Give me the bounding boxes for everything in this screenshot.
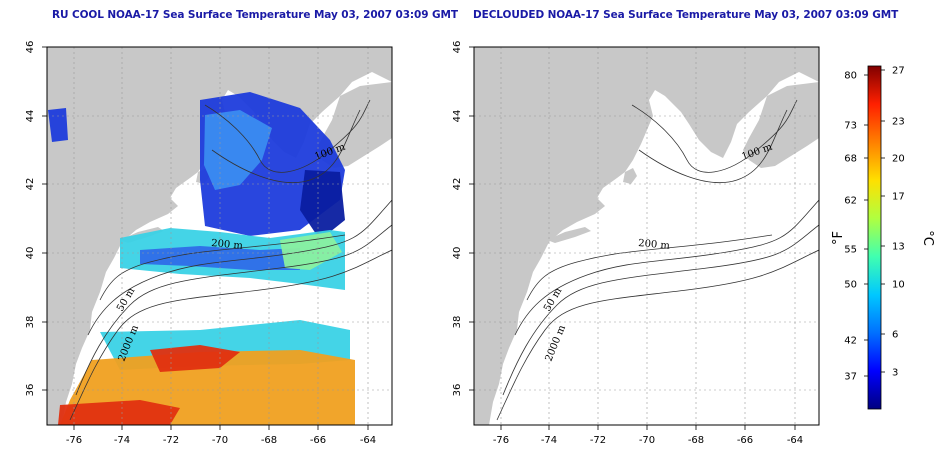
colorbar-f-label: 68 [844, 154, 857, 165]
grid-lines [474, 47, 819, 425]
lon-tick-label: -68 [261, 435, 277, 446]
colorbar-c-label: 3 [892, 368, 898, 379]
colorbar-c-label: 6 [892, 330, 898, 341]
axis-ticks: -76 -74 -72 -70 -68 -66 -64 46 44 42 40 38 36 [452, 41, 803, 446]
contour-line [87, 199, 392, 336]
contour-line [211, 109, 361, 184]
temperature-colorbar: 80 73 68 62 55 50 42 37 27 23 20 17 13 10 6 3 °F °C [831, 66, 935, 410]
contour-line [75, 224, 392, 396]
lon-tick-label: -76 [493, 435, 509, 446]
sst-patch [300, 170, 345, 240]
colorbar-f-label: 55 [844, 245, 857, 256]
lon-tick-label: -72 [590, 435, 606, 446]
land-mass [474, 47, 819, 425]
land-polygon [623, 168, 637, 184]
lat-tick-label: 36 [452, 384, 463, 397]
colorbar-c-label: 27 [892, 66, 905, 77]
colorbar-c-label: 20 [892, 154, 905, 165]
lat-tick-label: 44 [25, 110, 36, 123]
celsius-unit-label: °C [920, 230, 935, 246]
colorbar-f-label: 73 [844, 121, 857, 132]
lon-tick-label: -72 [163, 435, 179, 446]
colorbar-c-label: 10 [892, 280, 905, 291]
lat-tick-label: 46 [452, 41, 463, 54]
land-polygon [547, 227, 591, 243]
land-polygon [316, 82, 392, 168]
lon-tick-label: -64 [360, 435, 376, 446]
right-panel-title: DECLOUDED NOAA-17 Sea Surface Temperatur… [473, 9, 899, 21]
colorbar-f-label: 50 [844, 280, 857, 291]
contour-line [638, 109, 788, 184]
lat-tick-label: 36 [25, 384, 36, 397]
sst-patch [943, 404, 950, 425]
lon-tick-label: -68 [688, 435, 704, 446]
colorbar-f-label: 62 [844, 196, 857, 207]
land-polygon [743, 82, 819, 168]
grid-lines [47, 47, 392, 425]
contour-line [99, 234, 346, 301]
colorbar-f-label: 37 [844, 372, 857, 383]
lon-tick-label: -74 [114, 435, 130, 446]
sst-overlay [48, 92, 355, 425]
lon-tick-label: -64 [787, 435, 803, 446]
axis-ticks: -76 -74 -72 -70 -68 -66 -64 46 44 42 40 38 36 [25, 41, 376, 446]
lon-tick-label: -66 [310, 435, 326, 446]
contour-line [502, 224, 819, 396]
map-frame [473, 46, 820, 426]
contour-line [526, 234, 773, 301]
map-frame [46, 46, 393, 426]
lat-tick-label: 46 [25, 41, 36, 54]
lat-tick-label: 40 [452, 247, 463, 260]
contour-line [514, 199, 819, 336]
colorbar-f-label: 80 [844, 71, 857, 82]
land-polygon [474, 47, 819, 425]
sst-patch [58, 400, 180, 425]
sst-patch [204, 110, 272, 190]
sst-overlay [943, 104, 950, 425]
colorbar-c-label: 13 [892, 242, 905, 253]
lon-tick-label: -70 [639, 435, 655, 446]
contour-line [69, 249, 392, 421]
lon-tick-label: -76 [66, 435, 82, 446]
lat-tick-label: 38 [452, 316, 463, 329]
lat-tick-label: 42 [25, 178, 36, 191]
colorbar-gradient [867, 65, 882, 410]
sst-patch [150, 345, 240, 372]
colorbar-f-label: 42 [844, 336, 857, 347]
contour-label: 200 m [211, 238, 244, 252]
lat-tick-label: 42 [452, 178, 463, 191]
contour-line [631, 99, 798, 173]
left-panel-title: RU COOL NOAA-17 Sea Surface Temperature … [52, 9, 458, 21]
sst-patch [48, 108, 68, 142]
colorbar-c-label: 23 [892, 117, 905, 128]
lat-tick-label: 38 [25, 316, 36, 329]
contour-label: 200 m [638, 238, 671, 252]
lat-tick-label: 40 [25, 247, 36, 260]
contour-line [496, 249, 819, 421]
lon-tick-label: -74 [541, 435, 557, 446]
lat-tick-label: 44 [452, 110, 463, 123]
land-polygon [47, 47, 392, 425]
fahrenheit-unit-label: °F [831, 231, 846, 245]
colorbar-ticks: 80 73 68 62 55 50 42 37 27 23 20 17 13 10 6 3 [844, 66, 904, 383]
colorbar-c-label: 17 [892, 192, 905, 203]
lon-tick-label: -70 [212, 435, 228, 446]
lon-tick-label: -66 [737, 435, 753, 446]
contour-line [204, 99, 371, 173]
